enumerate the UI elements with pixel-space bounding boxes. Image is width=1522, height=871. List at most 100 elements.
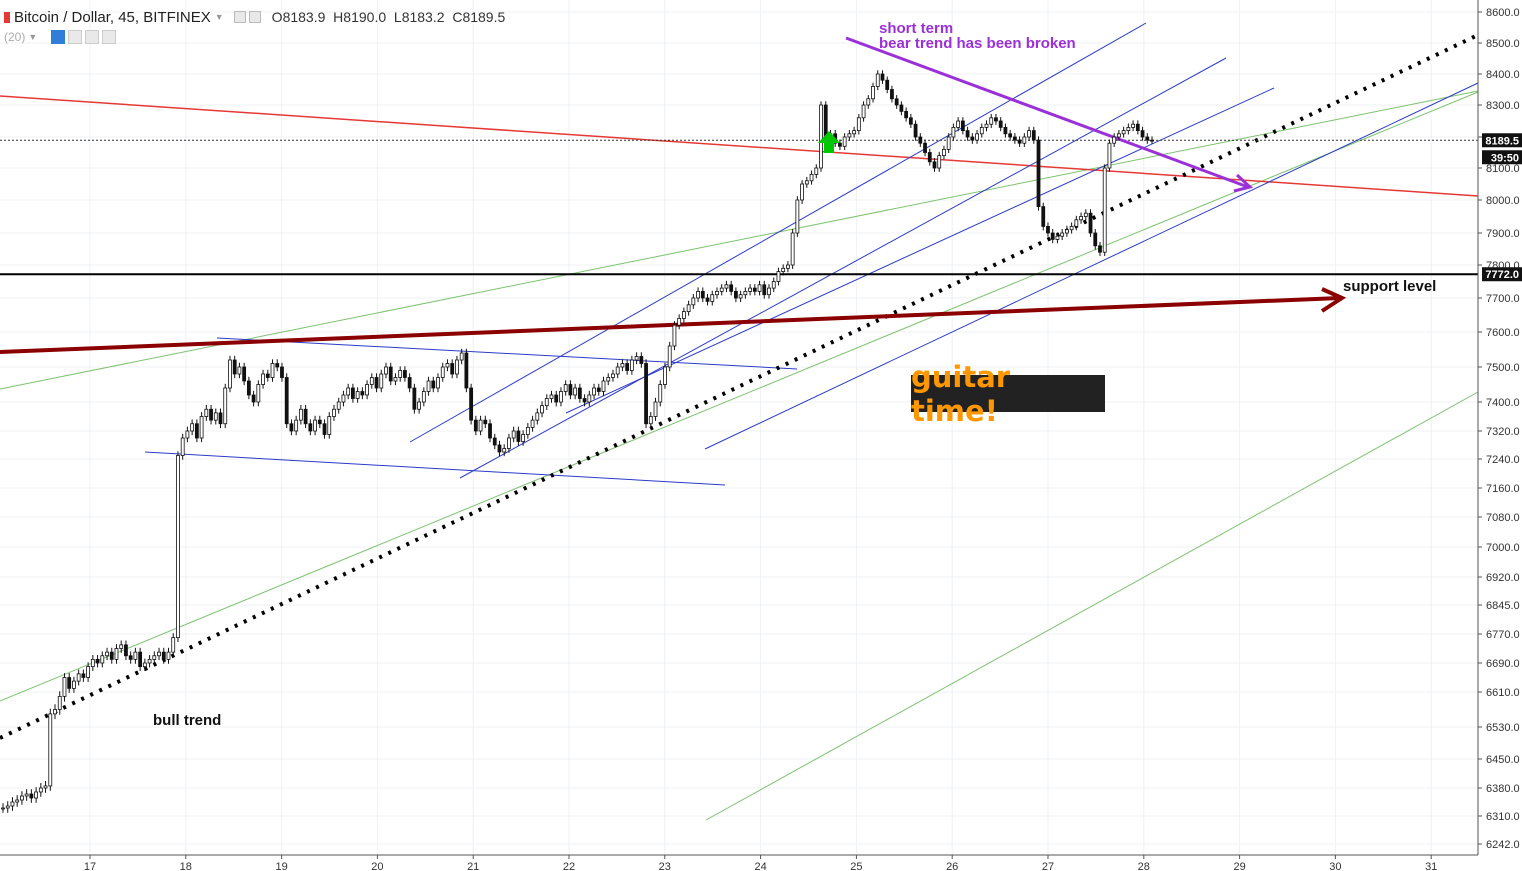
candle-body xyxy=(398,370,403,378)
x-tick-label: 29 xyxy=(1233,861,1245,871)
candle-body xyxy=(573,387,578,396)
settings-icon[interactable] xyxy=(68,30,83,44)
candle-body xyxy=(748,287,752,292)
candle-body xyxy=(327,416,332,435)
candle-body xyxy=(587,394,592,403)
candle-body xyxy=(596,387,601,392)
candle-body xyxy=(880,73,885,81)
candle-body xyxy=(10,801,15,807)
candle-body xyxy=(1050,232,1055,240)
candle-body xyxy=(228,359,232,389)
candle-body xyxy=(819,104,823,169)
candle-body xyxy=(743,290,748,296)
candle-body xyxy=(629,359,634,371)
candle-body xyxy=(190,423,195,432)
candle-body xyxy=(417,401,421,410)
candle-body xyxy=(86,666,91,678)
candle-body xyxy=(450,363,455,375)
candle-body xyxy=(1060,232,1065,237)
candle-body xyxy=(1093,232,1098,247)
candle-body xyxy=(866,98,871,106)
candle-body xyxy=(875,73,880,87)
candle-body xyxy=(1041,206,1046,227)
candle-body xyxy=(1117,133,1121,138)
candle-body xyxy=(795,199,800,234)
settings-icon[interactable] xyxy=(233,11,246,23)
y-tick-label: 7500.0 xyxy=(1486,362,1520,374)
candle-body xyxy=(421,391,426,403)
candle-body xyxy=(62,677,67,697)
candle-body xyxy=(752,287,757,292)
candle-body xyxy=(937,155,942,169)
hide-icon[interactable] xyxy=(248,11,261,23)
candle-body xyxy=(648,416,653,425)
y-tick-label: 6920.0 xyxy=(1486,572,1520,584)
trendlines xyxy=(0,22,1479,821)
candle-body xyxy=(899,104,904,112)
candle-body xyxy=(1031,130,1036,141)
chevron-down-icon[interactable]: ▼ xyxy=(28,32,38,42)
chevron-down-icon[interactable]: ▼ xyxy=(214,12,224,22)
candle-body xyxy=(705,297,710,302)
candle-body xyxy=(696,290,700,299)
candle-body xyxy=(781,267,786,272)
countdown-badge: 39:50 xyxy=(1491,152,1519,164)
eye-icon[interactable] xyxy=(51,30,66,44)
x-tick-label: 31 xyxy=(1425,861,1437,871)
candle-body xyxy=(407,377,412,389)
candle-body xyxy=(563,384,568,392)
candle-body xyxy=(1126,127,1131,132)
symbol-label[interactable]: Bitcoin / Dollar, 45, BITFINEX xyxy=(14,8,211,26)
candle-body xyxy=(95,658,100,664)
candle-body xyxy=(1046,225,1050,234)
candle-body xyxy=(298,408,303,421)
candle-body xyxy=(114,648,119,660)
candle-body xyxy=(615,366,620,375)
candle-body xyxy=(577,387,582,399)
candle-body xyxy=(918,136,923,144)
candle-body xyxy=(672,324,677,347)
y-tick-label: 7080.0 xyxy=(1486,512,1520,524)
candle-body xyxy=(256,384,261,403)
indicator-label[interactable]: (20) xyxy=(4,30,26,44)
y-tick-label: 8100.0 xyxy=(1486,163,1520,175)
bear-arrow-head xyxy=(1233,173,1254,193)
candle-body xyxy=(469,387,474,421)
candle-body xyxy=(440,366,445,378)
candle-body xyxy=(540,405,544,414)
candle-body xyxy=(483,419,488,425)
candle-body xyxy=(124,644,128,657)
candle-body xyxy=(800,183,804,201)
candle-body xyxy=(341,394,346,403)
candle-body xyxy=(975,133,979,141)
x-tick-label: 18 xyxy=(180,861,192,871)
candle-body xyxy=(771,281,776,289)
candle-body xyxy=(29,793,34,799)
add-icon[interactable] xyxy=(85,30,100,44)
chart-header: Bitcoin / Dollar, 45, BITFINEX ▼ O8183.9… xyxy=(4,7,505,27)
bull-trendline-dotted xyxy=(0,33,1479,740)
high-value: 8190.0 xyxy=(343,9,387,25)
support-price-badge-bg xyxy=(1482,267,1522,282)
candle-body xyxy=(989,117,994,125)
candle-body xyxy=(970,136,975,141)
indicator-row: (20) ▼ xyxy=(4,30,117,44)
y-tick-label: 8300.0 xyxy=(1486,100,1520,112)
resistance-trendline xyxy=(0,95,1479,197)
candle-body xyxy=(927,152,932,163)
low-value: 8183.2 xyxy=(401,9,445,25)
support-arrow-head xyxy=(1320,287,1347,313)
open-value: 8183.9 xyxy=(282,9,326,25)
candle-body xyxy=(459,352,464,361)
candle-body xyxy=(351,387,355,399)
candle-body xyxy=(147,658,152,664)
candle-body xyxy=(823,104,828,138)
candle-body xyxy=(289,423,294,432)
candle-body xyxy=(998,120,1003,128)
candle-body xyxy=(691,297,696,306)
candle-body xyxy=(890,89,894,100)
close-icon[interactable] xyxy=(102,30,117,44)
candle-body xyxy=(67,677,72,689)
candle-body xyxy=(308,423,313,432)
